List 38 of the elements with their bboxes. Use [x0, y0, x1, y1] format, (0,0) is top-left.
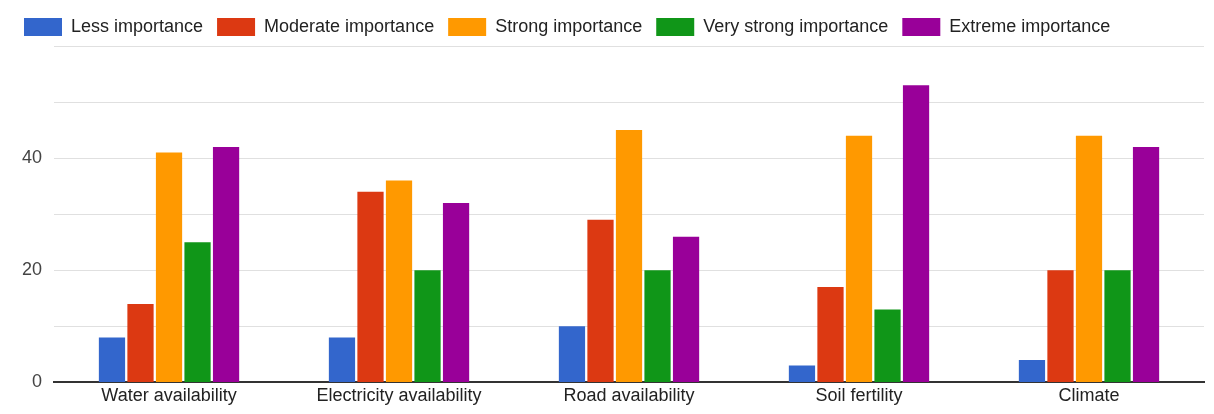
y-tick-label: 0	[32, 371, 43, 392]
bar	[155, 152, 183, 382]
bar	[1104, 270, 1131, 382]
legend-label: Moderate importance	[264, 15, 435, 36]
y-tick-label: 20	[21, 259, 43, 280]
x-tick-label: Electricity availability	[316, 385, 482, 406]
bar	[184, 242, 211, 382]
bar	[587, 219, 614, 382]
bar	[817, 287, 844, 382]
bar	[385, 180, 413, 382]
bar	[328, 337, 356, 382]
legend-label: Very strong importance	[703, 15, 889, 36]
legend-label: Extreme importance	[949, 15, 1111, 36]
x-tick-label: Soil fertility	[815, 385, 903, 406]
x-tick-label: Water availability	[101, 385, 237, 406]
bar	[1018, 359, 1046, 382]
x-tick-label: Road availability	[563, 385, 695, 406]
x-tick-label: Climate	[1058, 385, 1120, 406]
bar	[1047, 270, 1074, 382]
y-tick-label: 40	[21, 147, 43, 168]
bar	[644, 270, 671, 382]
bar	[845, 135, 873, 382]
bar	[127, 303, 154, 382]
bar	[1075, 135, 1103, 382]
legend-label: Strong importance	[495, 15, 643, 36]
bar	[98, 337, 126, 382]
bar	[414, 270, 441, 382]
bar	[788, 365, 816, 382]
bar	[442, 202, 470, 382]
bar	[902, 85, 930, 382]
bar	[558, 326, 586, 382]
bar	[672, 236, 700, 382]
bar	[212, 146, 240, 382]
bar	[615, 130, 643, 382]
bar	[874, 309, 901, 382]
bar	[1132, 146, 1160, 382]
legend-label: Less importance	[71, 15, 204, 36]
bar	[357, 191, 384, 382]
